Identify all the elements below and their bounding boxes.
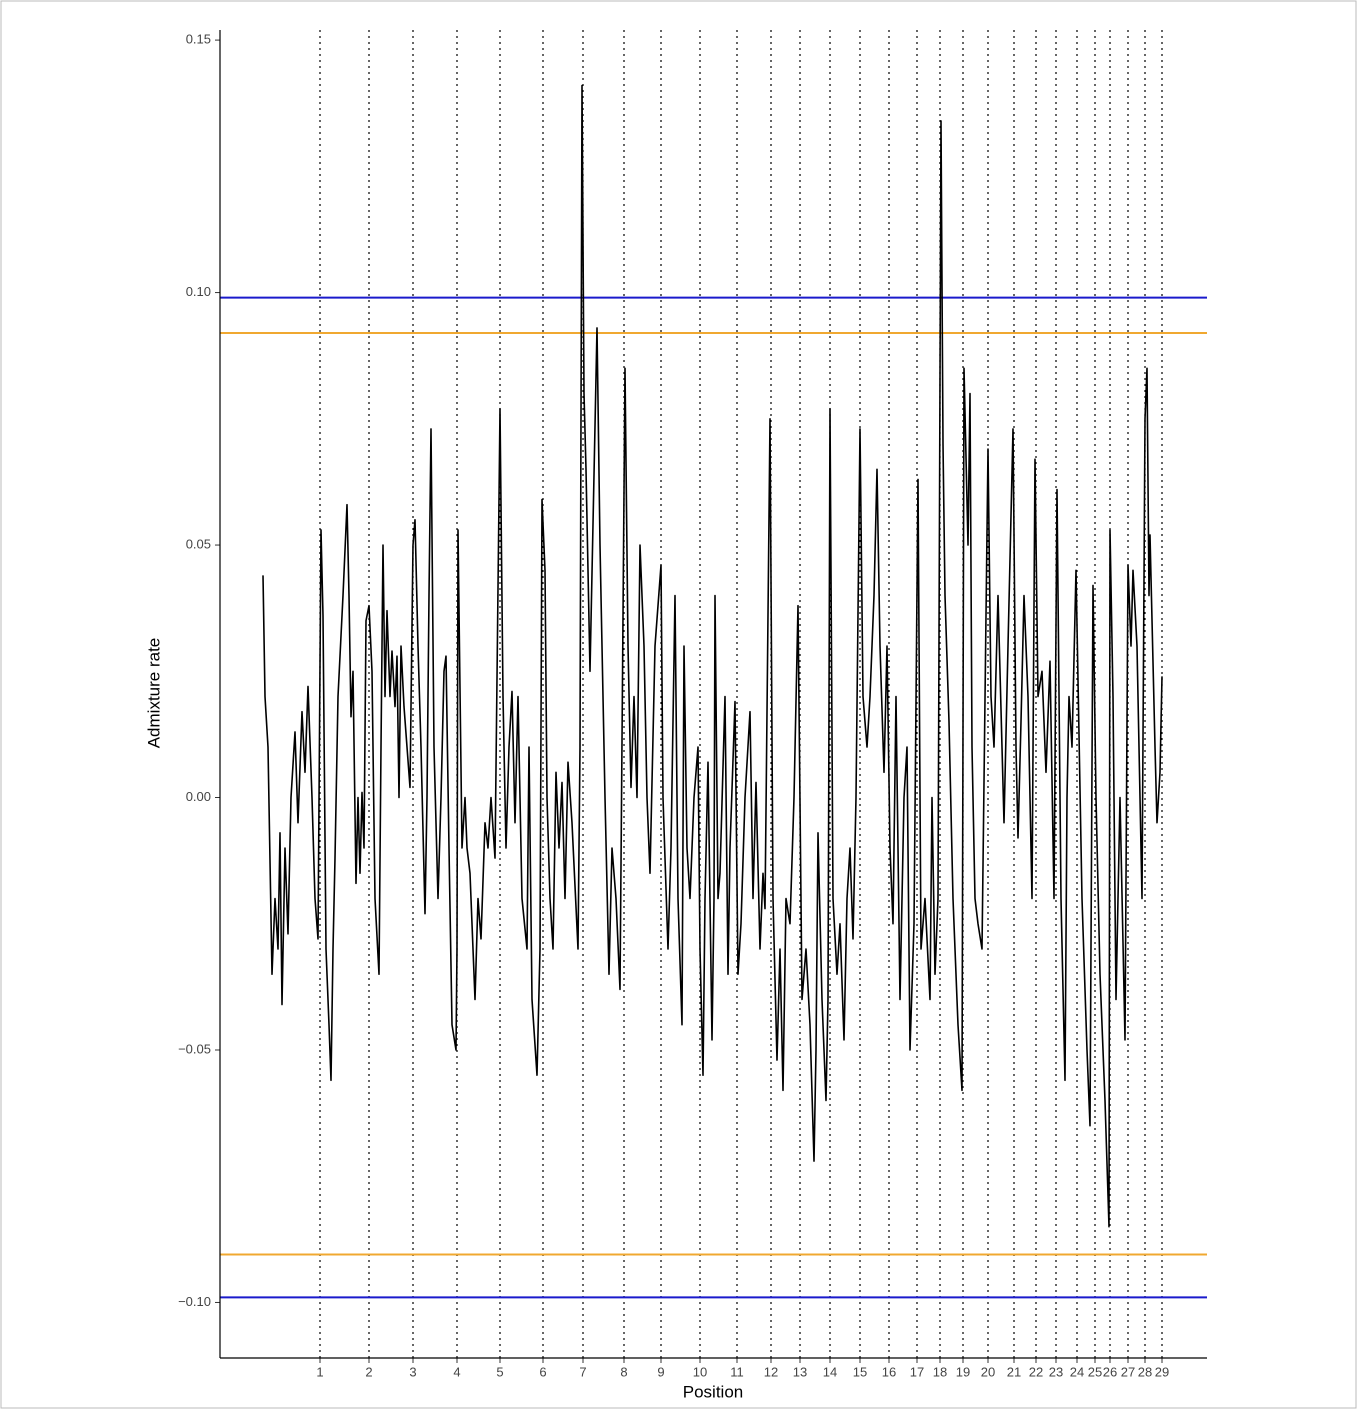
x-tick-label: 29 xyxy=(1155,1364,1169,1379)
x-tick-label: 7 xyxy=(579,1364,586,1379)
x-tick-label: 28 xyxy=(1138,1364,1152,1379)
data-line xyxy=(262,84,1163,1228)
x-tick-label: 14 xyxy=(823,1364,837,1379)
x-tick-label: 8 xyxy=(620,1364,627,1379)
x-tick-label: 22 xyxy=(1029,1364,1043,1379)
y-tick-label: 0.05 xyxy=(186,536,211,551)
x-tick-label: 13 xyxy=(793,1364,807,1379)
x-axis-title: Position xyxy=(683,1382,743,1401)
x-tick-label: 11 xyxy=(730,1364,744,1379)
y-tick-label: 0.10 xyxy=(186,284,211,299)
x-tick-label: 16 xyxy=(882,1364,896,1379)
x-tick-label: 10 xyxy=(693,1364,707,1379)
x-tick-label: 27 xyxy=(1121,1364,1135,1379)
x-tick-label: 6 xyxy=(539,1364,546,1379)
x-tick-label: 18 xyxy=(933,1364,947,1379)
y-tick-label: 0.15 xyxy=(186,32,211,47)
x-tick-label: 15 xyxy=(853,1364,867,1379)
x-tick-label: 19 xyxy=(956,1364,970,1379)
y-tick-label: −0.05 xyxy=(178,1041,211,1056)
x-tick-label: 25 xyxy=(1088,1364,1102,1379)
x-tick-label: 26 xyxy=(1103,1364,1117,1379)
x-tick-label: 23 xyxy=(1049,1364,1063,1379)
x-tick-label: 21 xyxy=(1007,1364,1021,1379)
x-tick-label: 5 xyxy=(496,1364,503,1379)
y-tick-label: 0.00 xyxy=(186,789,211,804)
y-axis-title: Admixture rate xyxy=(144,638,163,749)
x-tick-label: 3 xyxy=(409,1364,416,1379)
x-tick-label: 24 xyxy=(1070,1364,1084,1379)
y-tick-label: −0.10 xyxy=(178,1294,211,1309)
x-tick-label: 12 xyxy=(764,1364,778,1379)
x-tick-label: 2 xyxy=(365,1364,372,1379)
x-tick-label: 1 xyxy=(316,1364,323,1379)
x-tick-label: 17 xyxy=(910,1364,924,1379)
x-tick-label: 9 xyxy=(657,1364,664,1379)
x-tick-label: 4 xyxy=(453,1364,460,1379)
x-tick-label: 20 xyxy=(981,1364,995,1379)
